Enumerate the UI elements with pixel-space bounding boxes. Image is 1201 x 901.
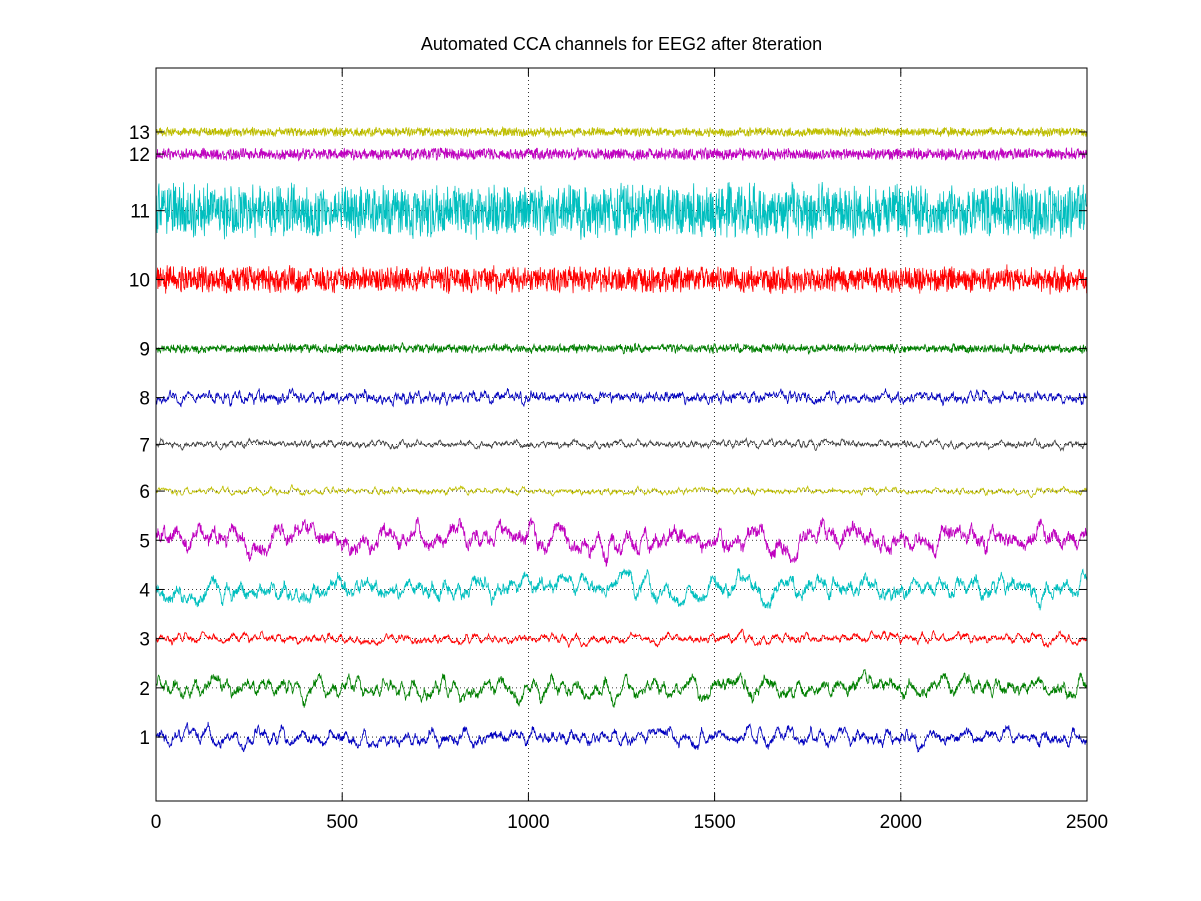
y-tick-label-9: 9: [139, 339, 150, 360]
y-tick-label-7: 7: [139, 435, 150, 456]
series-line-channel-7: [155, 436, 1087, 452]
series-line-channel-11: [155, 181, 1087, 240]
series-line-channel-2: [155, 669, 1087, 708]
x-tick-label-2000: 2000: [880, 812, 922, 833]
y-tick-label-8: 8: [139, 389, 150, 410]
y-tick-label-13: 13: [129, 123, 150, 144]
series-line-channel-4: [155, 568, 1087, 611]
series-line-channel-13: [155, 125, 1087, 139]
y-tick-label-5: 5: [139, 531, 150, 552]
series-line-channel-9: [156, 342, 1087, 356]
series-line-channel-8: [155, 387, 1087, 408]
x-tick-label-0: 0: [151, 812, 162, 833]
y-tick-label-11: 11: [130, 202, 150, 223]
series-line-channel-1: [155, 721, 1087, 753]
chart-title: Automated CCA channels for EEG2 after 8t…: [420, 34, 823, 54]
y-tick-label-3: 3: [139, 630, 150, 651]
series-line-channel-10: [155, 264, 1087, 295]
y-tick-label-10: 10: [129, 271, 150, 292]
series-line-channel-3: [155, 628, 1087, 648]
x-tick-label-1000: 1000: [507, 812, 549, 833]
axes-box: [155, 67, 1088, 802]
y-tick-label-1: 1: [139, 728, 150, 749]
y-tick-label-12: 12: [129, 145, 150, 166]
x-tick-label-500: 500: [326, 812, 358, 833]
y-tick-label-6: 6: [139, 482, 150, 503]
x-tick-label-1500: 1500: [693, 812, 735, 833]
x-axis: 0 500 1000 1500 2000 2500: [151, 68, 1108, 833]
traces: [155, 125, 1087, 753]
series-line-channel-12: [155, 147, 1087, 162]
y-tick-label-2: 2: [139, 679, 150, 700]
x-tick-label-2500: 2500: [1066, 812, 1108, 833]
series-line-channel-5: [155, 516, 1087, 568]
series-line-channel-6: [155, 483, 1087, 499]
y-tick-label-4: 4: [139, 580, 150, 601]
